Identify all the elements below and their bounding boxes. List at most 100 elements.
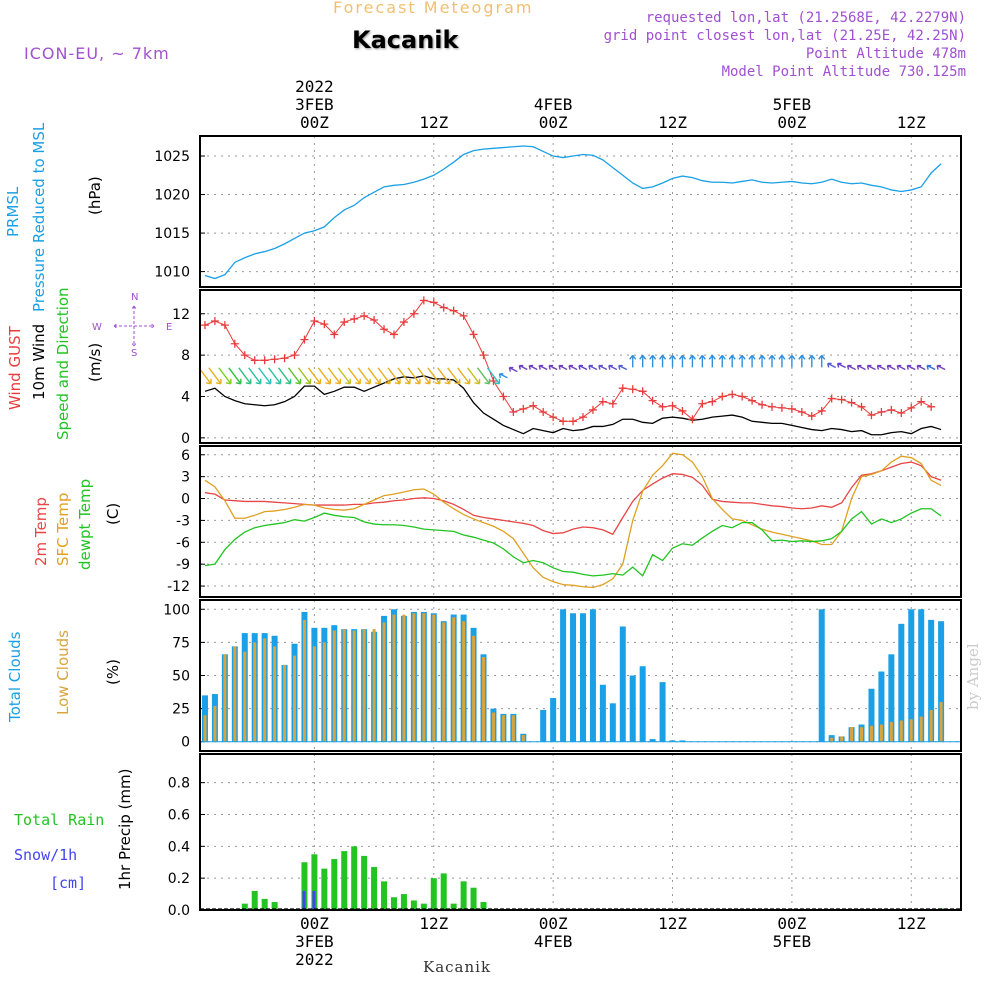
- wind-gust-marker: [220, 321, 229, 330]
- panel-axis-label: 1hr Precip (mm): [116, 769, 134, 890]
- wind-gust-marker: [668, 401, 677, 410]
- wind-gust-marker: [628, 385, 637, 394]
- y-tick-label: 50: [172, 669, 190, 685]
- y-tick-label: -12: [167, 579, 190, 595]
- total-cloud-bar: [649, 739, 656, 742]
- wind-direction-arrow: [258, 367, 272, 385]
- total-cloud-bar: [818, 609, 825, 742]
- total-cloud-bar: [669, 740, 676, 742]
- bottom-time-label: 12Z: [419, 914, 448, 933]
- wind-gust-marker: [409, 309, 418, 318]
- wind-direction-arrow: [218, 367, 232, 385]
- wind-gust-marker: [310, 317, 319, 326]
- wind-gust-marker: [887, 405, 896, 414]
- y-tick-label: 0.2: [168, 871, 190, 887]
- top-date-label: 5FEB: [773, 95, 812, 114]
- wind-direction-arrow: [467, 367, 481, 385]
- low-cloud-bar: [243, 651, 247, 742]
- y-tick-label: 0.8: [168, 776, 190, 792]
- wind-gust-marker: [529, 401, 538, 410]
- low-cloud-bar: [332, 630, 336, 742]
- wind-gust-marker: [777, 403, 786, 412]
- y-tick-label: 12: [172, 307, 190, 323]
- rain-bar: [311, 854, 318, 910]
- wind-gust-marker: [658, 402, 667, 411]
- total-cloud-bar: [639, 666, 646, 742]
- wind-gust-marker: [698, 399, 707, 408]
- wind-direction-arrow: [268, 367, 282, 385]
- wind-direction-arrow: [846, 364, 856, 371]
- low-cloud-bar: [462, 621, 466, 742]
- total-cloud-bar: [570, 613, 577, 742]
- bottom-time-label: 00Z: [777, 914, 806, 933]
- wind-gust-marker: [718, 392, 727, 401]
- wind-gust-marker: [439, 303, 448, 312]
- wind-direction-arrow: [678, 354, 687, 368]
- rain-bar: [351, 846, 358, 910]
- wind-gust-marker: [917, 397, 926, 406]
- wind-direction-arrow: [367, 367, 381, 385]
- low-cloud-bar: [521, 735, 525, 742]
- rain-bar: [361, 855, 368, 910]
- footer-location: Kacanik: [423, 958, 492, 976]
- wind-gust-marker: [320, 320, 329, 329]
- wind-gust-marker: [360, 311, 369, 320]
- wind-direction-arrow: [317, 367, 332, 385]
- low-cloud-bar: [283, 664, 287, 742]
- wind-gust-marker: [748, 396, 757, 405]
- wind-direction-arrow: [518, 364, 528, 371]
- wind-direction-arrow: [407, 367, 421, 385]
- low-cloud-bar: [869, 725, 873, 742]
- wind-direction-arrow: [447, 367, 461, 385]
- total-cloud-bar: [659, 682, 666, 742]
- precip-legend-label: Total Rain: [14, 811, 104, 829]
- wind-direction-arrow: [728, 354, 736, 368]
- wind-direction-arrow: [228, 367, 242, 385]
- rain-bar: [480, 902, 487, 910]
- wind-direction-arrow: [337, 367, 351, 385]
- compass-rose: [113, 305, 155, 347]
- wind-direction-arrow: [866, 364, 876, 371]
- rain-bar: [381, 881, 388, 910]
- y-tick-label: 1025: [154, 149, 190, 165]
- y-tick-label: 8: [181, 348, 190, 364]
- low-cloud-bar: [402, 614, 406, 742]
- wind-gust-marker: [708, 397, 717, 406]
- wind-direction-arrow: [347, 367, 361, 385]
- low-cloud-bar: [293, 655, 297, 742]
- top-time-label: 12Z: [419, 113, 448, 132]
- compass-west: W: [92, 322, 102, 333]
- wind-gust-marker: [399, 318, 408, 327]
- panel-axis-label: Total Clouds: [6, 631, 24, 723]
- wind-direction-arrow: [297, 367, 312, 385]
- bottom-date-label: 5FEB: [773, 932, 812, 951]
- rain-bar: [440, 873, 447, 910]
- low-cloud-bar: [312, 646, 316, 742]
- wind-direction-arrow: [748, 354, 756, 368]
- low-cloud-bar: [919, 716, 923, 742]
- low-cloud-bar: [203, 715, 207, 742]
- wind-direction-arrow: [387, 367, 401, 385]
- total-cloud-bar: [928, 619, 935, 742]
- low-cloud-bar: [860, 727, 864, 742]
- wind-gust-marker: [380, 325, 389, 334]
- wind-direction-arrow: [437, 367, 451, 385]
- y-tick-label: 4: [181, 389, 190, 405]
- low-cloud-bar: [233, 646, 237, 742]
- panel-axis-label: 2m Temp: [32, 497, 50, 566]
- wind-direction-arrow: [277, 367, 292, 385]
- low-cloud-bar: [452, 617, 456, 742]
- y-tick-label: 1010: [154, 265, 190, 281]
- wind-direction-arrow: [498, 373, 508, 379]
- low-cloud-bar: [362, 629, 366, 742]
- low-cloud-bar: [352, 630, 356, 742]
- wind-direction-arrow: [476, 367, 491, 385]
- panel-temp: 6 3 0 -3 -6 -9 -12: [167, 445, 962, 598]
- wind-gust-marker: [340, 318, 349, 327]
- top-time-label: 00Z: [300, 113, 329, 132]
- y-tick-label: 0: [181, 735, 190, 751]
- total-cloud-bar: [938, 621, 945, 742]
- wind-direction-arrow: [778, 354, 786, 368]
- wind-direction-arrow: [598, 364, 608, 371]
- rain-bar: [331, 859, 338, 910]
